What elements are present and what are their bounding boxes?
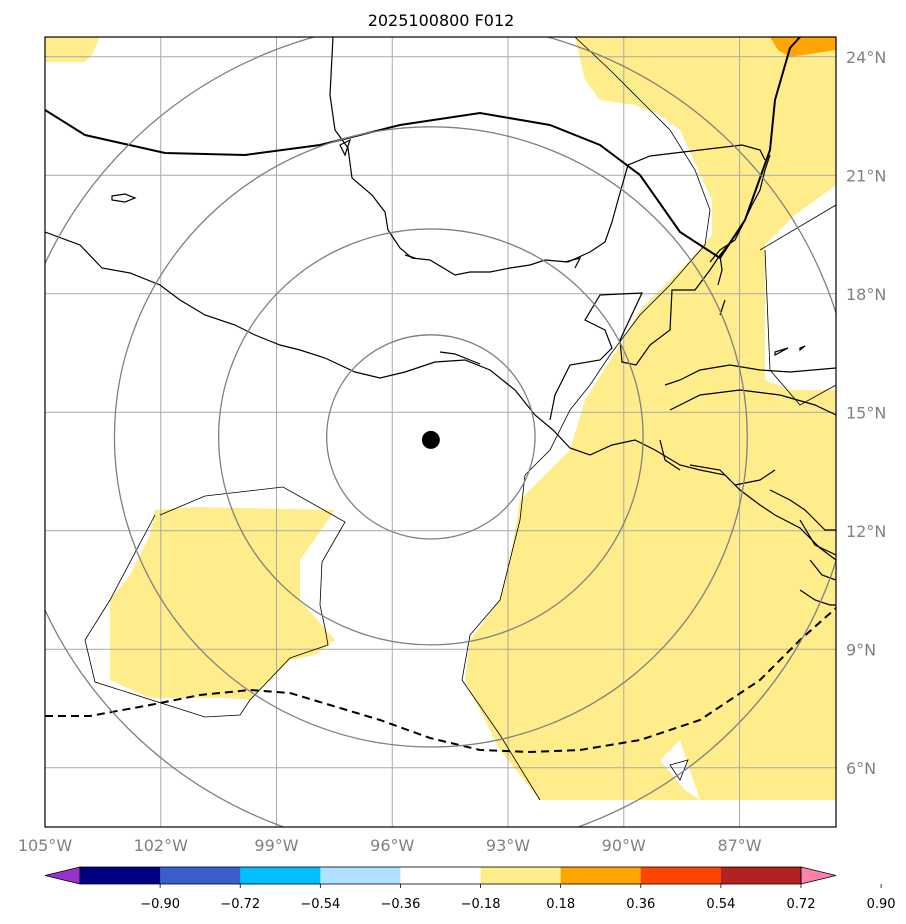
small-island-7	[564, 257, 582, 269]
lon-tick-label: 90°W	[602, 836, 646, 855]
colorbar-tick-label: 0.54	[706, 897, 735, 912]
lon-tick-label: 102°W	[134, 836, 189, 855]
boundary-line-sw	[84, 486, 346, 718]
colorbar-segment	[400, 867, 482, 884]
map-plot-area	[45, 37, 836, 827]
shaded-region-ne	[465, 37, 836, 800]
mexico-gulf-coast	[329, 37, 766, 276]
shaded-region-orange	[770, 37, 836, 57]
lon-tick-label: 96°W	[370, 836, 414, 855]
colorbar-extend-min	[44, 866, 81, 885]
colorbar-segment	[160, 867, 241, 884]
central-america-coast	[659, 364, 836, 606]
small-island-5	[439, 351, 481, 365]
small-island-2	[774, 347, 789, 357]
colorbar-tick-label: −0.72	[220, 897, 260, 912]
small-island-4	[339, 138, 352, 157]
boundary-line-ne	[461, 37, 711, 801]
shaded-field-layer	[45, 37, 836, 800]
lon-tick-label: 93°W	[486, 836, 530, 855]
colorbar-tick-label: 0.90	[867, 897, 896, 912]
colorbar-tick-label: −0.54	[300, 897, 340, 912]
colorbar-segment	[320, 867, 401, 884]
shaded-region-sw	[110, 507, 335, 700]
dashed-contour-south	[45, 607, 836, 754]
colorbar: −0.90 −0.72 −0.54 −0.36 −0.18 0.18 0.36 0.54 0.7…	[44, 866, 896, 912]
colorbar-segment	[480, 867, 562, 884]
lat-tick-label: 18°N	[846, 285, 886, 304]
colorbar-segment	[560, 867, 642, 884]
colorbar-frame	[79, 866, 802, 885]
longitude-labels: 105°W 102°W 99°W 96°W 93°W 90°W 87°W	[18, 836, 762, 855]
lon-tick-label: 105°W	[18, 836, 73, 855]
thick-contour-north	[45, 37, 801, 260]
storm-center-marker	[421, 430, 440, 449]
lon-tick-label: 99°W	[254, 836, 298, 855]
map-title: 2025100800 F012	[368, 11, 515, 30]
lat-tick-label: 21°N	[846, 166, 886, 185]
range-ring-0	[326, 334, 536, 540]
colorbar-tick-label: −0.18	[461, 897, 501, 912]
small-island-6	[404, 254, 416, 259]
lat-tick-label: 15°N	[846, 403, 886, 422]
graticule	[45, 37, 836, 827]
map-frame	[44, 36, 837, 828]
shaded-region-nw-corner	[45, 37, 100, 62]
colorbar-tick-label: 0.36	[626, 897, 655, 912]
colorbar-tick-label: 0.18	[546, 897, 575, 912]
colorbar-segment	[240, 867, 321, 884]
range-rings	[45, 37, 836, 827]
colorbar-tick-label: −0.36	[381, 897, 421, 912]
small-island-1	[111, 193, 137, 203]
colorbar-tick-label: −0.90	[140, 897, 180, 912]
boundary-small-diamond	[669, 759, 689, 781]
lat-tick-label: 6°N	[846, 759, 876, 778]
colorbar-extend-max	[800, 866, 837, 885]
guatemala-border	[549, 229, 741, 421]
colorbar-tick-label: 0.72	[787, 897, 816, 912]
lat-tick-label: 24°N	[846, 48, 886, 67]
colorbar-segment	[720, 867, 802, 884]
small-island-3	[799, 345, 806, 352]
range-ring-2	[113, 126, 748, 748]
lat-tick-label: 12°N	[846, 522, 886, 541]
lat-tick-label: 9°N	[846, 640, 876, 659]
colorbar-segment	[80, 867, 161, 884]
coastlines	[45, 37, 836, 606]
latitude-labels: 6°N 9°N 12°N 15°N 18°N 21°N 24°N	[846, 48, 886, 778]
lon-tick-label: 87°W	[717, 836, 761, 855]
range-ring-1	[217, 228, 644, 646]
colorbar-segment	[640, 867, 722, 884]
